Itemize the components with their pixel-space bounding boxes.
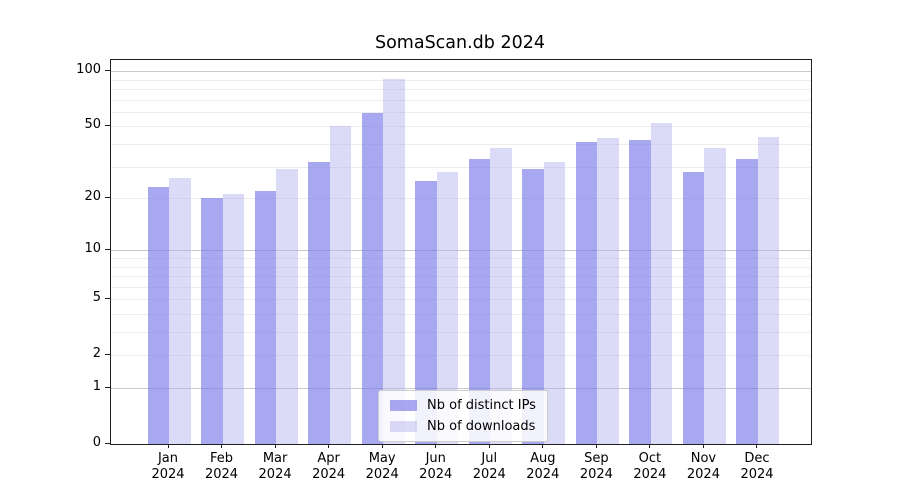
legend-item-distinct-ips: Nb of distinct IPs <box>390 398 536 413</box>
bar-downloads-mar <box>276 169 298 444</box>
y-axis-tick-5 <box>105 298 110 300</box>
bar-distinct-ips-jul <box>468 159 491 444</box>
bar-distinct-ips-sep <box>575 142 598 444</box>
x-axis-tick-apr <box>328 444 330 448</box>
x-axis-tick-jan <box>167 444 169 448</box>
gridline-3 <box>111 332 811 333</box>
x-axis-tick-sep <box>595 444 597 448</box>
x-axis-label-sep: Sep 2024 <box>579 451 613 482</box>
x-axis-label-feb: Feb 2024 <box>204 451 239 482</box>
bar-downloads-feb <box>222 194 245 444</box>
legend-swatch-distinct-ips-icon <box>390 400 417 411</box>
gridline-8 <box>111 266 811 268</box>
x-axis-label-nov: Nov 2024 <box>686 451 720 482</box>
bar-downloads-aug <box>543 161 566 444</box>
bar-downloads-sep <box>597 138 619 444</box>
gridline-10 <box>111 250 811 252</box>
y-axis-tick-2 <box>105 354 110 356</box>
bar-distinct-ips-may <box>361 113 384 444</box>
bar-downloads-jan <box>169 177 191 444</box>
x-axis-label-dec: Dec 2024 <box>740 451 774 482</box>
gridline-7 <box>111 276 811 278</box>
bar-distinct-ips-mar <box>254 190 277 444</box>
bar-downloads-jun <box>436 172 459 444</box>
bar-downloads-oct <box>650 123 673 444</box>
bar-distinct-ips-oct <box>629 140 651 444</box>
gridline-2 <box>111 355 811 357</box>
plot-area: Nb of distinct IPs Nb of downloads <box>110 59 812 445</box>
bar-downloads-nov <box>704 148 726 444</box>
y-axis-label-100: 100 <box>76 62 101 78</box>
gridline-5 <box>111 299 811 301</box>
x-axis-label-jun: Jun 2024 <box>419 451 453 482</box>
gridline-80 <box>111 89 811 90</box>
x-axis-tick-jul <box>488 444 490 448</box>
y-axis-label-50: 50 <box>84 117 101 133</box>
x-axis-label-jan: Jan 2024 <box>151 451 185 482</box>
bar-distinct-ips-aug <box>522 169 544 444</box>
x-axis-tick-nov <box>702 444 704 448</box>
bar-distinct-ips-dec <box>736 159 758 444</box>
x-axis-tick-oct <box>649 444 651 448</box>
gridline-40 <box>111 144 811 145</box>
x-axis-tick-mar <box>274 444 276 448</box>
gridline-20 <box>111 198 811 200</box>
legend-item-downloads: Nb of downloads <box>390 419 536 434</box>
bar-distinct-ips-feb <box>201 198 223 444</box>
gridline-4 <box>111 313 811 315</box>
y-axis-tick-1 <box>105 387 110 388</box>
gridline-90 <box>111 79 811 81</box>
gridline-9 <box>111 257 811 259</box>
gridline-6 <box>111 286 811 288</box>
bar-distinct-ips-apr <box>308 161 330 444</box>
x-axis-tick-jun <box>435 444 437 448</box>
y-axis-label-2: 2 <box>92 346 101 362</box>
x-axis-tick-dec <box>756 444 758 448</box>
x-axis-label-mar: Mar 2024 <box>258 451 292 482</box>
y-axis-tick-10 <box>105 249 110 251</box>
legend-label-downloads: Nb of downloads <box>427 419 536 434</box>
bar-downloads-apr <box>329 126 352 444</box>
y-axis-label-1: 1 <box>92 379 101 394</box>
y-axis-tick-50 <box>105 125 110 127</box>
bar-downloads-may <box>383 78 405 444</box>
x-axis-tick-aug <box>542 444 544 448</box>
y-axis-label-0: 0 <box>92 435 101 450</box>
bar-distinct-ips-nov <box>682 172 705 444</box>
gridline-30 <box>111 166 811 168</box>
x-axis-label-aug: Aug 2024 <box>526 451 560 482</box>
y-axis-label-5: 5 <box>92 290 101 306</box>
chart-title: SomaScan.db 2024 <box>374 33 545 53</box>
y-axis-tick-0 <box>105 443 110 444</box>
gridline-50 <box>111 126 811 128</box>
y-axis-label-10: 10 <box>84 241 101 257</box>
gridline-70 <box>111 99 811 101</box>
y-axis-tick-100 <box>105 70 110 72</box>
bar-downloads-jul <box>490 148 512 444</box>
bar-distinct-ips-jan <box>147 187 169 444</box>
x-axis-label-apr: Apr 2024 <box>312 451 346 482</box>
gridline-60 <box>111 111 811 113</box>
gridline-1 <box>111 388 811 389</box>
x-axis-label-may: May 2024 <box>365 451 399 482</box>
x-axis-label-jul: Jul 2024 <box>472 451 506 482</box>
y-axis-tick-20 <box>105 197 110 199</box>
x-axis-tick-may <box>381 444 383 448</box>
bar-downloads-dec <box>757 136 780 444</box>
legend-label-distinct-ips: Nb of distinct IPs <box>427 398 536 413</box>
x-axis-tick-feb <box>221 444 223 448</box>
y-axis-label-20: 20 <box>84 189 101 205</box>
legend-swatch-downloads-icon <box>390 421 417 432</box>
x-axis-label-oct: Oct 2024 <box>633 451 667 482</box>
gridline-100 <box>111 71 811 73</box>
bar-distinct-ips-jun <box>415 180 437 444</box>
legend: Nb of distinct IPs Nb of downloads <box>378 390 548 442</box>
